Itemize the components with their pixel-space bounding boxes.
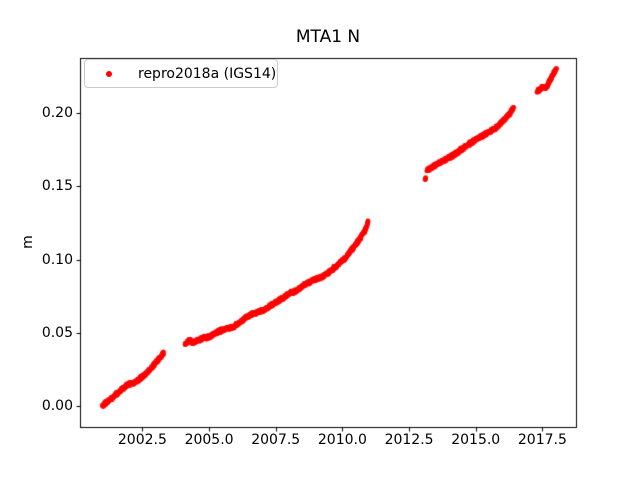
legend: repro2018a (IGS14) <box>84 59 278 88</box>
x-tick-label: 2005.0 <box>184 432 234 448</box>
x-tick-label: 2015.0 <box>451 432 501 448</box>
x-tick-label: 2007.5 <box>251 432 301 448</box>
y-tick-label: 0.15 <box>41 178 73 195</box>
chart-title: MTA1 N <box>295 27 361 47</box>
y-tick-label: 0.00 <box>41 398 73 415</box>
legend-label: repro2018a (IGS14) <box>138 65 277 82</box>
x-tick-label: 2017.5 <box>517 432 567 448</box>
x-tick-label: 2012.5 <box>384 432 434 448</box>
y-tick-label: 0.10 <box>41 251 73 268</box>
y-tick-label: 0.05 <box>41 325 73 342</box>
x-tick-label: 2010.0 <box>317 432 367 448</box>
y-tick-label: 0.20 <box>41 105 73 122</box>
legend-marker-icon <box>106 70 112 77</box>
x-tick-label: 2002.5 <box>117 432 167 448</box>
